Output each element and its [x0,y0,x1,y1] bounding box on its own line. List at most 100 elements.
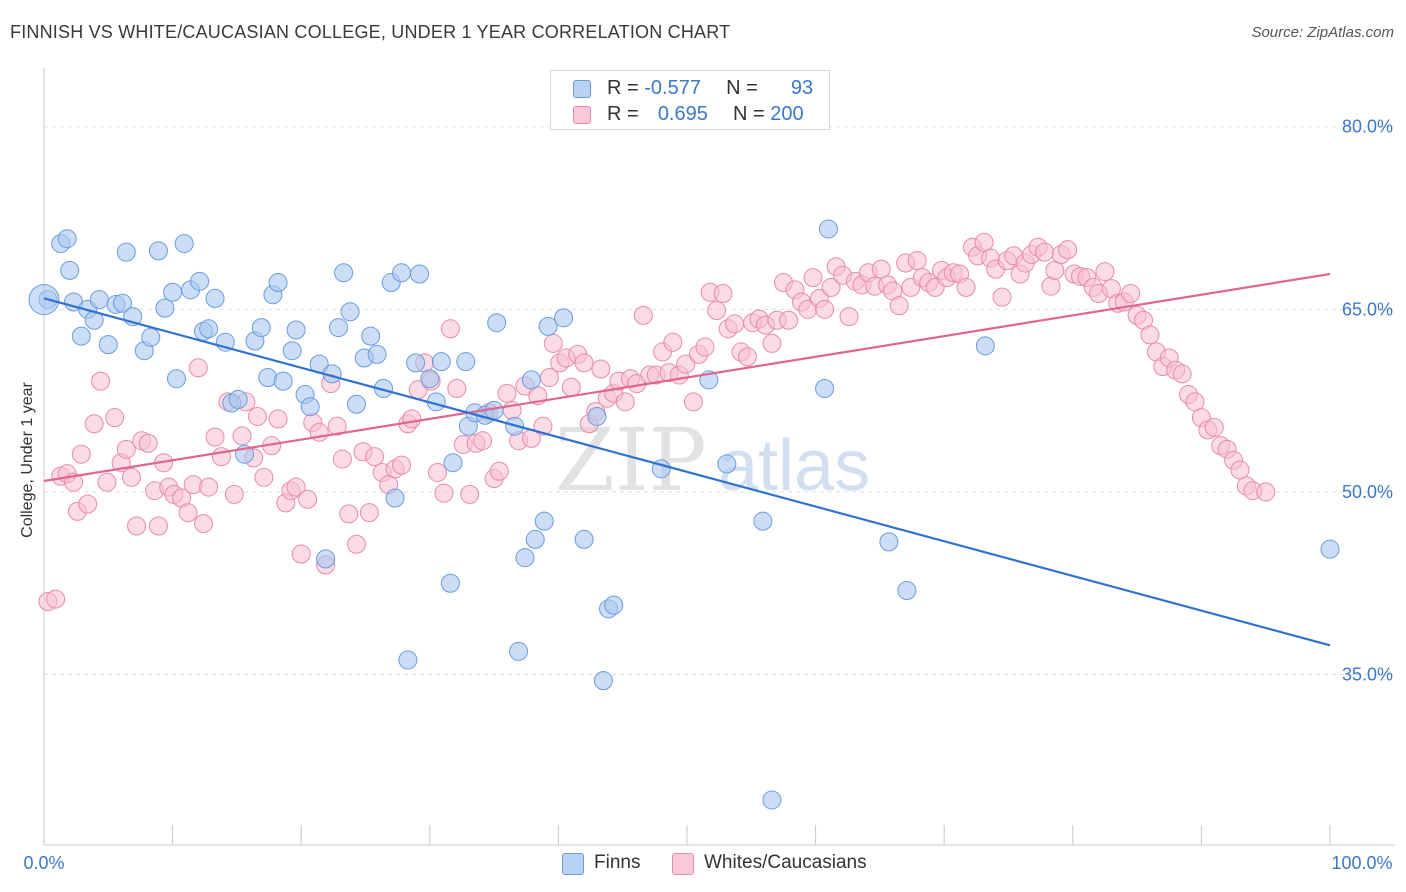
stats-legend: R = -0.577 N = 93 R = 0.695 N = 200 [550,70,830,130]
finns-point [1320,539,1340,559]
x-min-label: 0.0% [23,853,64,873]
whites-trend-line [43,272,1331,483]
finns-point [273,371,293,391]
finns-point [406,353,426,373]
whites-point [346,534,366,554]
finns-point [392,263,412,283]
whites-point [193,514,213,534]
whites-point [762,333,782,353]
whites-swatch [573,106,591,124]
whites-legend-swatch [672,853,694,875]
whites-point [992,287,1012,307]
whites-point [663,332,683,352]
whites-point [1121,283,1141,303]
finns-point [251,318,271,338]
whites-point [543,333,563,353]
finns-point [538,316,558,336]
whites-point [889,296,909,316]
whites-n-label: N = [733,103,765,125]
whites-point [1185,392,1205,412]
finns-point [190,271,210,291]
whites-point [1058,240,1078,260]
finns-point [205,288,225,308]
whites-point [737,347,757,367]
finns-point [300,397,320,417]
whites-point [591,359,611,379]
whites-r-value: 0.695 [657,103,708,125]
whites-point [695,337,715,357]
whites-point [392,455,412,475]
whites-points [38,232,1276,612]
whites-n-value: 200 [770,103,804,125]
y-tick-labels: 80.0% 65.0% 50.0% 35.0% [1342,117,1393,685]
whites-point [574,353,594,373]
whites-point [71,444,91,464]
watermark-atlas: atlas [718,426,870,506]
whites-point [291,544,311,564]
finns-point [116,242,136,262]
whites-point [224,484,244,504]
whites-point [683,392,703,412]
axes [43,68,1395,846]
whites-point [1256,482,1276,502]
finns-point [367,344,387,364]
finns-point [258,367,278,387]
y-tick-label: 50.0% [1342,482,1393,502]
whites-point [713,283,733,303]
finns-point [515,548,535,568]
finns-point [334,263,354,283]
finns-point [361,326,381,346]
whites-point [497,383,517,403]
finns-point [155,298,175,318]
whites-point [402,409,422,429]
finns-point [525,529,545,549]
whites-point [339,504,359,524]
whites-point [779,310,799,330]
finns-point [163,282,183,302]
whites-point [460,484,480,504]
finns-point [398,650,418,670]
finns-point [440,573,460,593]
whites-point [46,589,66,609]
watermark: ZIP atlas [555,411,870,511]
y-axis-label: College, Under 1 year [19,382,36,538]
whites-legend-label: Whites/Caucasians [704,852,867,873]
finns-swatch [573,80,591,98]
watermark-zip: ZIP [555,411,707,511]
whites-point [974,232,994,252]
finns-point [60,260,80,280]
whites-point [821,277,841,297]
whites-point [633,305,653,325]
finns-point [346,394,366,414]
chart-title: FINNISH VS WHITE/CAUCASIAN COLLEGE, UNDE… [10,22,731,42]
whites-point [268,409,288,429]
finns-r-value: -0.577 [644,77,701,99]
finns-point [818,219,838,239]
whites-point [332,449,352,469]
whites-point [121,467,141,487]
whites-point [1035,242,1055,262]
whites-point [615,392,635,412]
finns-point [521,370,541,390]
whites-point [473,431,493,451]
whites-point [359,503,379,523]
whites-point [676,354,696,374]
whites-point [815,299,835,319]
finns-point [456,352,476,372]
finns-point [443,453,463,473]
finns-point [228,389,248,409]
finns-point [410,264,430,284]
finns-point [975,336,995,356]
finns-point [762,790,782,810]
y-tick-label: 35.0% [1342,665,1393,685]
whites-point [440,319,460,339]
finns-point [420,369,440,389]
finns-point [509,641,529,661]
whites-point [561,377,581,397]
whites-point [199,477,219,497]
finns-n-value: 93 [790,77,814,99]
whites-point [489,461,509,481]
whites-point [707,301,727,321]
whites-r-label: R = [607,103,639,125]
finns-point [268,273,288,293]
